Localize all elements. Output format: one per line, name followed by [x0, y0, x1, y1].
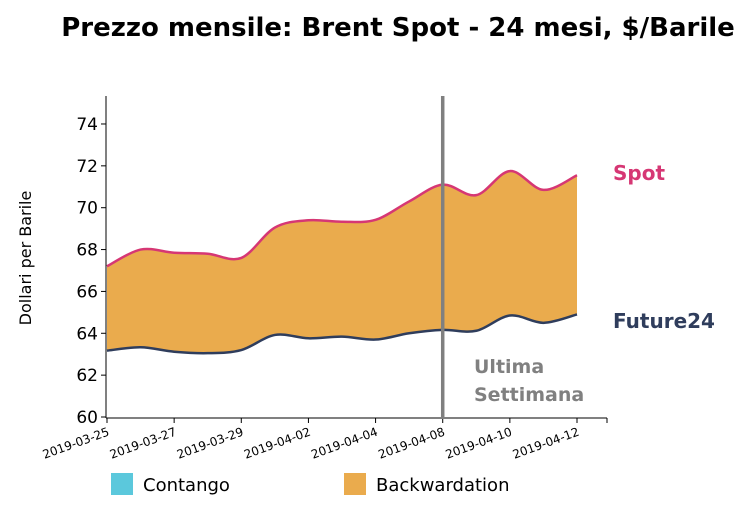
- y-tick-label: 66: [76, 282, 98, 302]
- backwardation-area: [107, 171, 577, 354]
- y-tick-label: 68: [76, 241, 98, 261]
- x-tick-label: 2019-03-25: [41, 425, 111, 462]
- y-tick-label: 72: [76, 157, 98, 177]
- x-tick-label: 2019-03-29: [175, 425, 245, 462]
- y-axis-label: Dollari per Barile: [16, 191, 35, 326]
- future24-line: [106, 313, 578, 355]
- x-tick-label: 2019-03-27: [108, 425, 178, 462]
- y-tick-label: 62: [76, 366, 98, 386]
- y-tick-label: 64: [76, 324, 98, 344]
- spot-line: [106, 169, 578, 268]
- legend-swatch-backwardation: [344, 473, 366, 495]
- y-tick-label: 70: [76, 199, 98, 219]
- marker-label-line1: Ultima: [474, 356, 544, 378]
- legend-label-backwardation: Backwardation: [376, 475, 509, 496]
- legend-swatch-contango: [111, 473, 133, 495]
- legend-label-contango: Contango: [143, 475, 230, 496]
- x-tick-label: 2019-04-02: [242, 425, 312, 462]
- x-tick-label: 2019-04-12: [511, 425, 581, 462]
- series-label-spot: Spot: [613, 161, 665, 185]
- chart-title: Prezzo mensile: Brent Spot - 24 mesi, $/…: [61, 13, 735, 43]
- x-tick-label: 2019-04-10: [444, 425, 514, 462]
- y-tick-label: 74: [76, 115, 98, 135]
- series-label-future24: Future24: [613, 309, 715, 333]
- y-tick-label: 60: [76, 408, 98, 428]
- x-tick-label: 2019-04-04: [309, 425, 379, 462]
- legend: Contango Backwardation: [111, 473, 509, 496]
- marker-label-line2: Settimana: [474, 384, 584, 406]
- x-tick-label: 2019-04-08: [376, 425, 446, 462]
